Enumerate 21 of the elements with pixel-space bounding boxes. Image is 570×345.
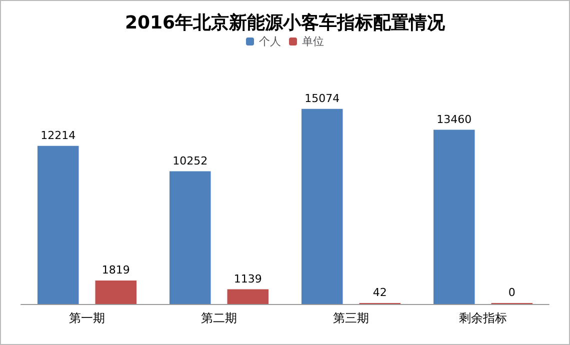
bar <box>434 130 475 304</box>
x-tick-label: 第一期 <box>69 311 105 325</box>
legend-label: 个人 <box>259 35 281 48</box>
data-label: 1139 <box>234 272 262 286</box>
x-tick-label: 第三期 <box>333 311 369 325</box>
bar <box>227 289 268 304</box>
data-label: 12214 <box>40 128 76 142</box>
chart-title: 2016年北京新能源小客车指标配置情况 <box>124 12 446 34</box>
x-tick-label: 剩余指标 <box>459 311 507 325</box>
data-label: 15074 <box>304 92 340 105</box>
bar <box>302 108 343 304</box>
data-label: 42 <box>372 286 387 299</box>
legend-label: 单位 <box>302 35 324 48</box>
bar <box>170 171 211 304</box>
x-tick-label: 第二期 <box>201 311 237 325</box>
bar <box>38 146 79 304</box>
data-label: 1819 <box>102 263 130 276</box>
bar <box>95 280 136 304</box>
data-label: 0 <box>508 286 516 299</box>
data-label: 10252 <box>172 154 208 168</box>
data-label: 13460 <box>436 112 472 126</box>
